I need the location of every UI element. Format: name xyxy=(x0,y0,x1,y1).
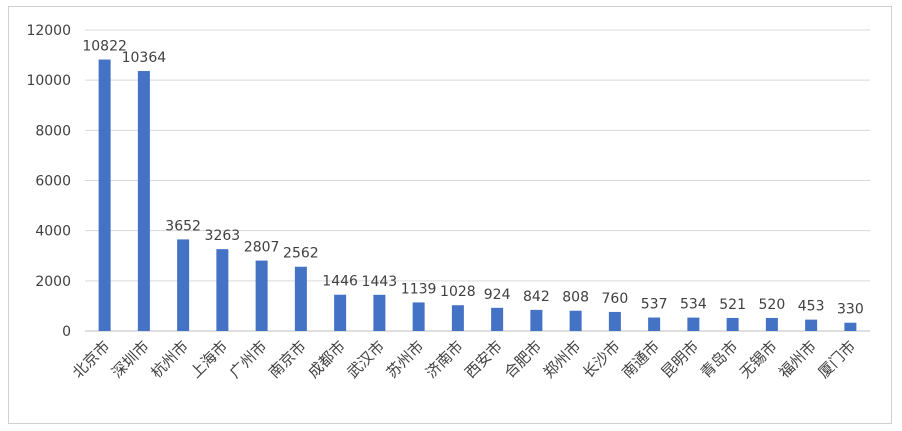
x-tick-label: 无锡市 xyxy=(736,337,781,382)
x-tick-label: 西安市 xyxy=(461,337,506,382)
x-tick-label: 青岛市 xyxy=(697,337,742,382)
bar xyxy=(569,310,582,331)
data-label: 808 xyxy=(562,290,589,306)
data-label: 3652 xyxy=(165,218,201,234)
data-label: 924 xyxy=(484,287,511,303)
x-tick-label: 长沙市 xyxy=(579,337,624,382)
x-tick-label: 北京市 xyxy=(69,337,114,382)
data-label: 10364 xyxy=(122,50,167,66)
bar xyxy=(726,317,739,331)
data-label: 1446 xyxy=(322,274,358,290)
data-label: 534 xyxy=(680,297,707,313)
data-label: 330 xyxy=(837,302,864,318)
data-label: 1028 xyxy=(440,284,476,300)
x-tick-label: 成都市 xyxy=(304,337,349,382)
bar xyxy=(805,319,818,331)
y-tick-label: 10000 xyxy=(26,73,71,89)
data-label: 10822 xyxy=(82,39,127,55)
x-tick-label: 济南市 xyxy=(422,337,467,382)
bar xyxy=(451,305,464,331)
data-label: 521 xyxy=(719,297,746,313)
y-tick-label: 12000 xyxy=(26,23,71,39)
data-label: 3263 xyxy=(205,228,241,244)
y-tick-label: 6000 xyxy=(35,174,71,190)
x-tick-label: 苏州市 xyxy=(383,337,428,382)
x-tick-label: 福州市 xyxy=(775,337,820,382)
chart-frame xyxy=(8,6,892,424)
bar xyxy=(255,260,268,331)
data-label: 2807 xyxy=(244,240,280,256)
data-label: 1443 xyxy=(362,274,398,290)
bar xyxy=(491,307,504,331)
bar xyxy=(412,302,425,331)
data-label: 537 xyxy=(641,297,668,313)
x-tick-label: 上海市 xyxy=(187,337,232,382)
bar xyxy=(294,266,307,331)
data-label: 760 xyxy=(602,291,629,307)
data-label: 2562 xyxy=(283,246,319,262)
data-label: 453 xyxy=(798,299,825,315)
x-tick-label: 昆明市 xyxy=(658,337,703,382)
bar xyxy=(687,317,700,331)
x-tick-label: 武汉市 xyxy=(344,337,389,382)
bar xyxy=(98,59,111,332)
x-tick-label: 合肥市 xyxy=(501,337,546,382)
x-tick-label: 厦门市 xyxy=(815,337,860,382)
x-tick-label: 深圳市 xyxy=(108,337,153,382)
y-tick-label: 4000 xyxy=(35,224,71,240)
x-tick-label: 南通市 xyxy=(618,337,663,382)
bar xyxy=(608,311,621,331)
x-tick-label: 郑州市 xyxy=(540,337,585,382)
y-tick-label: 0 xyxy=(62,324,71,340)
y-tick-label: 2000 xyxy=(35,274,71,290)
data-label: 842 xyxy=(523,289,550,305)
x-tick-label: 杭州市 xyxy=(147,337,192,382)
bar xyxy=(765,317,778,331)
bar xyxy=(844,322,857,331)
data-label: 520 xyxy=(759,297,786,313)
bar xyxy=(530,309,543,331)
x-tick-label: 广州市 xyxy=(226,337,271,382)
bar xyxy=(373,294,386,331)
bar xyxy=(177,239,190,331)
y-tick-label: 8000 xyxy=(35,123,71,139)
bar xyxy=(334,294,347,331)
bar xyxy=(137,71,150,332)
bar xyxy=(648,317,661,331)
data-label: 1139 xyxy=(401,281,437,297)
bar xyxy=(216,249,229,331)
x-tick-label: 南京市 xyxy=(265,337,310,382)
